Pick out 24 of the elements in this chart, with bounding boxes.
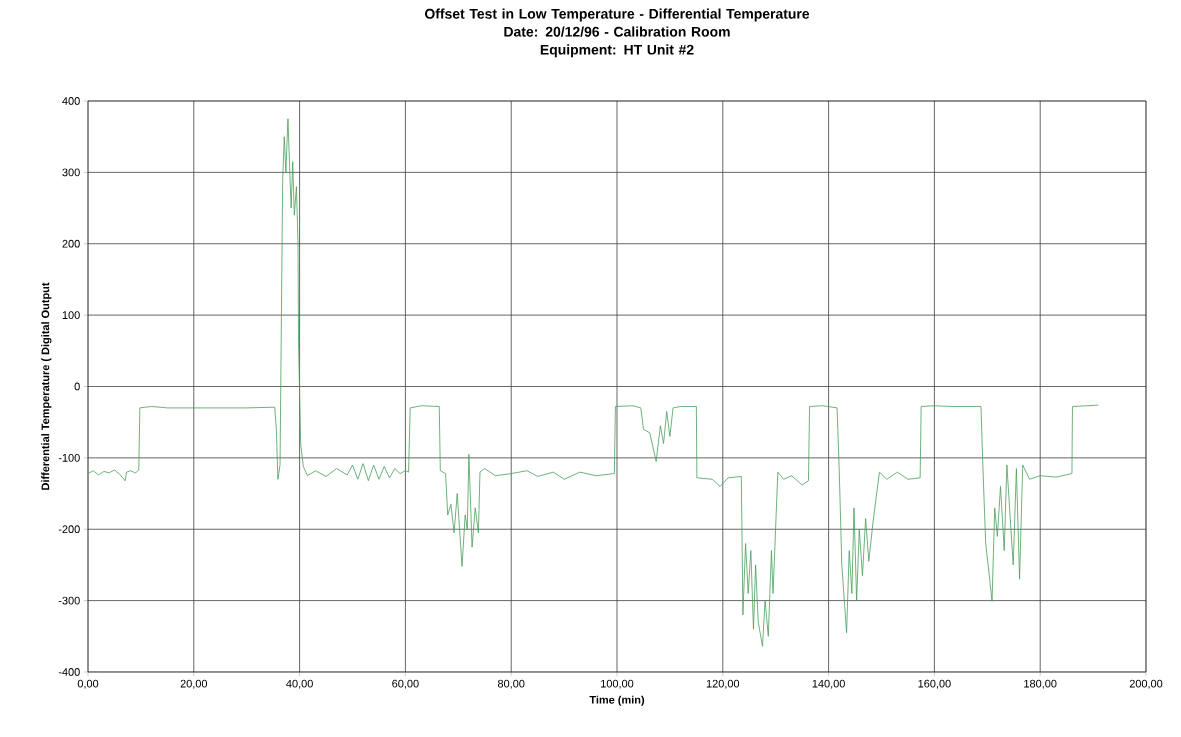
x-tick-label: 80,00: [497, 679, 525, 689]
x-tick-label: 120,00: [706, 679, 740, 689]
x-tick-label: 0,00: [77, 679, 99, 689]
y-tick-label: -400: [58, 668, 80, 676]
x-tick-label: 200,00: [1129, 679, 1163, 689]
x-tick-label: 100,00: [601, 679, 634, 689]
y-tick-label: 400: [62, 97, 80, 105]
chart-subtitle: Date: 20/12/96 - Calibration Room Equipment: HT Unit #2: [504, 26, 730, 58]
y-tick-label: -200: [58, 525, 80, 534]
x-tick-label: 160,00: [918, 679, 951, 689]
x-tick-label: 140,00: [812, 679, 845, 689]
x-tick-label: 60,00: [392, 679, 419, 689]
x-tick-label: 20,00: [180, 679, 208, 689]
x-tick-label: 40,00: [286, 679, 313, 689]
y-tick-label: -100: [58, 453, 80, 462]
y-tick-label: 200: [62, 239, 80, 248]
chart-title: Offset Test in Low Temperature - Differential Temperature: [424, 8, 810, 22]
y-tick-label: 0: [74, 382, 80, 391]
x-tick-label: 180,00: [1024, 679, 1057, 689]
y-axis-title: Differential Temperature ( Digital Output: [41, 282, 52, 490]
y-tick-label: -300: [58, 596, 80, 605]
x-axis-title: Time (min): [589, 695, 645, 706]
y-tick-label: 100: [62, 311, 80, 319]
y-tick-label: 300: [62, 168, 80, 177]
